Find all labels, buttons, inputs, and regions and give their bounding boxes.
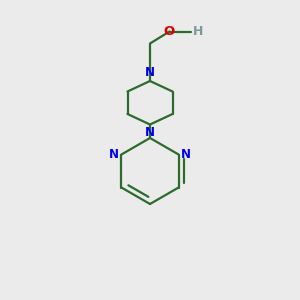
- Text: N: N: [145, 66, 155, 79]
- Text: O: O: [164, 25, 175, 38]
- Text: N: N: [145, 126, 155, 140]
- Text: N: N: [109, 148, 119, 161]
- Text: N: N: [181, 148, 191, 161]
- Text: H: H: [193, 25, 203, 38]
